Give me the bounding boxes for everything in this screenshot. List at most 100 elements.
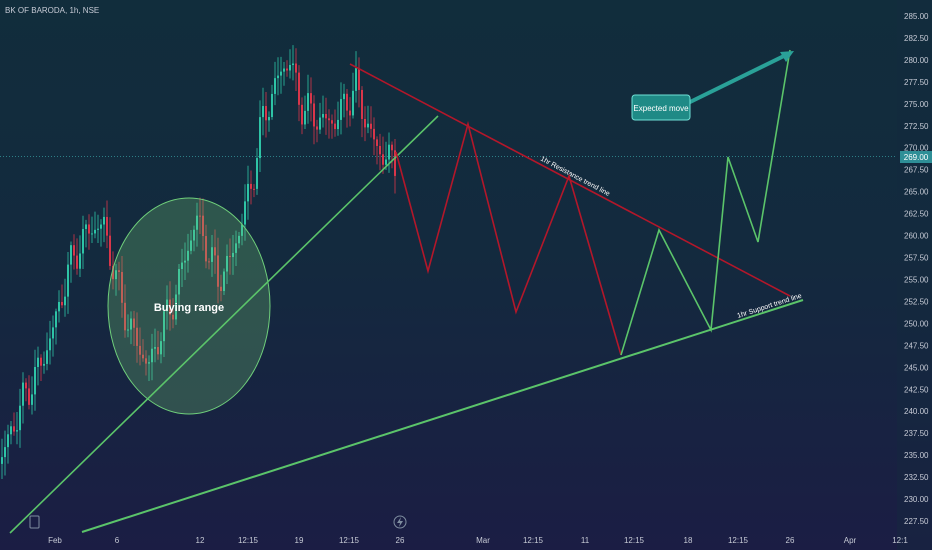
time-tick-label: 18 [684, 536, 693, 545]
candle-body [115, 270, 117, 280]
candle-body [229, 255, 231, 258]
time-tick-label: 6 [115, 536, 120, 545]
expected-move-callout[interactable] [631, 94, 691, 121]
time-axis[interactable]: Feb 6 12 12:15 19 12:15 26 Mar 12:15 11 12:15 18 12:… [48, 536, 908, 545]
candle-body [373, 128, 375, 140]
price-tick-label: 230.00 [904, 495, 929, 504]
lightning-icon[interactable] [393, 515, 407, 529]
bullish-zigzag-projection[interactable] [620, 49, 791, 356]
candle-body [283, 68, 285, 72]
candle-body [31, 394, 33, 405]
candle-body [205, 236, 207, 262]
candle-body [382, 154, 384, 165]
candle-body [223, 271, 225, 292]
time-tick-label: 11 [581, 536, 590, 545]
bearish-zigzag-projection[interactable] [395, 120, 622, 356]
candle-body [172, 314, 174, 320]
candle-body [217, 255, 219, 287]
candle-body [190, 240, 192, 251]
candle-body [151, 348, 153, 363]
price-tick-label: 235.00 [904, 451, 929, 460]
current-price-value: 269.00 [904, 153, 929, 162]
candle-body [292, 63, 294, 65]
candle-body [325, 114, 327, 119]
candle-body [160, 341, 162, 355]
price-tick-label: 245.00 [904, 363, 929, 372]
candle-body [259, 117, 261, 159]
candle-body [352, 90, 354, 116]
candle-body [88, 224, 90, 234]
candle-body [142, 354, 144, 359]
time-tick-label: 12:15 [728, 536, 749, 545]
symbol-title: BK OF BARODA, 1h, NSE [5, 6, 99, 15]
resistance-line-label: 1hr Resistance trend line [539, 156, 611, 198]
time-tick-label: Mar [476, 536, 490, 545]
candle-body [148, 362, 150, 364]
steep-trendline[interactable] [9, 115, 439, 534]
candle-body [109, 235, 111, 266]
candle-body [136, 327, 138, 346]
candle-body [7, 434, 9, 448]
candle-body [130, 318, 132, 330]
candles [1, 45, 396, 480]
price-tick-label: 272.50 [904, 122, 929, 131]
candle-body [55, 311, 57, 328]
price-tick-label: 255.00 [904, 275, 929, 284]
candle-body [307, 93, 309, 111]
candle-body [19, 405, 21, 431]
price-tick-label: 285.00 [904, 12, 929, 21]
candle-body [208, 261, 210, 263]
candle-body [370, 123, 372, 129]
time-tick-label: 26 [786, 536, 795, 545]
time-tick-label: 12:15 [523, 536, 544, 545]
time-tick-label: 12:15 [238, 536, 259, 545]
price-tick-label: 265.00 [904, 188, 929, 197]
candle-body [46, 350, 48, 364]
price-tick-label: 237.50 [904, 429, 929, 438]
candle-body [163, 311, 165, 342]
candle-body [214, 247, 216, 256]
price-axis[interactable]: 285.00 282.50 280.00 277.50 275.00 272.50 270.… [904, 12, 929, 526]
candle-body [91, 233, 93, 235]
candle-body [349, 110, 351, 116]
candle-body [181, 262, 183, 269]
candle-body [52, 327, 54, 339]
candle-body [25, 382, 27, 389]
candle-body [379, 145, 381, 155]
candle-body [355, 68, 357, 91]
support-trendline[interactable] [81, 299, 804, 533]
time-tick-label: 12:1 [892, 536, 908, 545]
candle-body [331, 120, 333, 124]
candle-body [67, 264, 69, 297]
candle-body [58, 301, 60, 312]
candle-body [388, 144, 390, 160]
candle-body [28, 388, 30, 405]
time-tick-label: 12:15 [339, 536, 360, 545]
candle-body [13, 426, 15, 432]
candle-body [82, 228, 84, 254]
candle-body [49, 338, 51, 351]
candle-body [178, 268, 180, 295]
candle-body [232, 252, 234, 258]
price-tick-label: 247.50 [904, 341, 929, 350]
time-tick-label: Apr [844, 536, 857, 545]
expected-move-arrow[interactable] [685, 51, 791, 106]
candle-body [175, 294, 177, 320]
candle-body [298, 72, 300, 105]
candle-body [199, 215, 201, 217]
candle-body [124, 302, 126, 331]
price-tick-label: 240.00 [904, 407, 929, 416]
candle-body [193, 229, 195, 241]
candle-body [79, 253, 81, 269]
time-tick-label: 12:15 [624, 536, 645, 545]
time-tick-label: 19 [295, 536, 304, 545]
candle-body [145, 358, 147, 364]
candle-body [394, 150, 396, 176]
candle-body [256, 158, 258, 189]
dividend-icon[interactable] [29, 515, 40, 529]
candle-body [157, 347, 159, 355]
candle-body [361, 89, 363, 119]
expected-move-label: Expected move [633, 104, 689, 113]
